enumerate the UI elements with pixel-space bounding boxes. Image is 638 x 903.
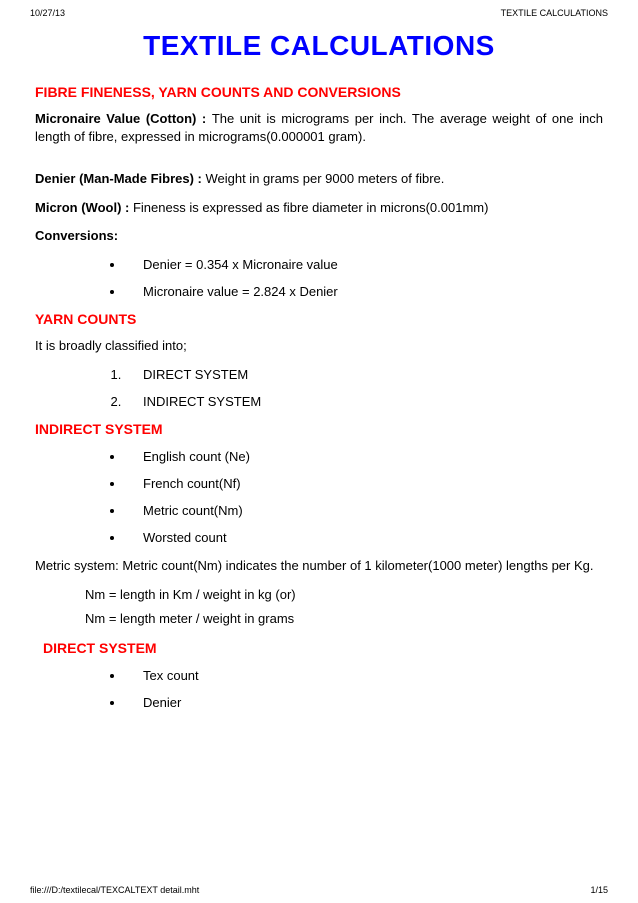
metric-desc: Metric system: Metric count(Nm) indicate…: [35, 557, 603, 575]
indirect-item: Metric count(Nm): [125, 503, 603, 518]
indirect-list: English count (Ne) French count(Nf) Metr…: [35, 449, 603, 545]
denier-text: Weight in grams per 9000 meters of fibre…: [205, 171, 444, 186]
section-heading-direct: DIRECT SYSTEM: [35, 640, 603, 656]
formula-line: Nm = length meter / weight in grams: [85, 609, 603, 629]
yarn-intro: It is broadly classified into;: [35, 337, 603, 355]
denier-para: Denier (Man-Made Fibres) : Weight in gra…: [35, 170, 603, 188]
denier-label: Denier (Man-Made Fibres) :: [35, 171, 205, 186]
direct-item: Tex count: [125, 668, 603, 683]
system-item: DIRECT SYSTEM: [125, 367, 603, 382]
micronaire-label: Micronaire Value (Cotton) :: [35, 111, 212, 126]
header-date: 10/27/13: [30, 8, 65, 18]
conversions-label: Conversions:: [35, 227, 603, 245]
content-area: FIBRE FINENESS, YARN COUNTS AND CONVERSI…: [0, 84, 638, 710]
page-footer: file:///D:/textilecal/TEXCALTEXT detail.…: [0, 885, 638, 895]
header-title: TEXTILE CALCULATIONS: [501, 8, 608, 18]
indirect-item: Worsted count: [125, 530, 603, 545]
micronaire-para: Micronaire Value (Cotton) : The unit is …: [35, 110, 603, 146]
indirect-item: French count(Nf): [125, 476, 603, 491]
conversions-list: Denier = 0.354 x Micronaire value Micron…: [35, 257, 603, 299]
section-heading-fibre: FIBRE FINENESS, YARN COUNTS AND CONVERSI…: [35, 84, 603, 100]
formula-line: Nm = length in Km / weight in kg (or): [85, 585, 603, 605]
micron-text: Fineness is expressed as fibre diameter …: [133, 200, 488, 215]
system-item: INDIRECT SYSTEM: [125, 394, 603, 409]
direct-list: Tex count Denier: [35, 668, 603, 710]
section-heading-yarn: YARN COUNTS: [35, 311, 603, 327]
main-title: TEXTILE CALCULATIONS: [0, 30, 638, 62]
indirect-item: English count (Ne): [125, 449, 603, 464]
footer-path: file:///D:/textilecal/TEXCALTEXT detail.…: [30, 885, 199, 895]
micron-para: Micron (Wool) : Fineness is expressed as…: [35, 199, 603, 217]
footer-page: 1/15: [590, 885, 608, 895]
conversion-item: Micronaire value = 2.824 x Denier: [125, 284, 603, 299]
direct-item: Denier: [125, 695, 603, 710]
systems-list: DIRECT SYSTEM INDIRECT SYSTEM: [35, 367, 603, 409]
micron-label: Micron (Wool) :: [35, 200, 133, 215]
conversion-item: Denier = 0.354 x Micronaire value: [125, 257, 603, 272]
formula-block: Nm = length in Km / weight in kg (or) Nm…: [35, 585, 603, 628]
page-header: 10/27/13 TEXTILE CALCULATIONS: [0, 0, 638, 22]
section-heading-indirect: INDIRECT SYSTEM: [35, 421, 603, 437]
